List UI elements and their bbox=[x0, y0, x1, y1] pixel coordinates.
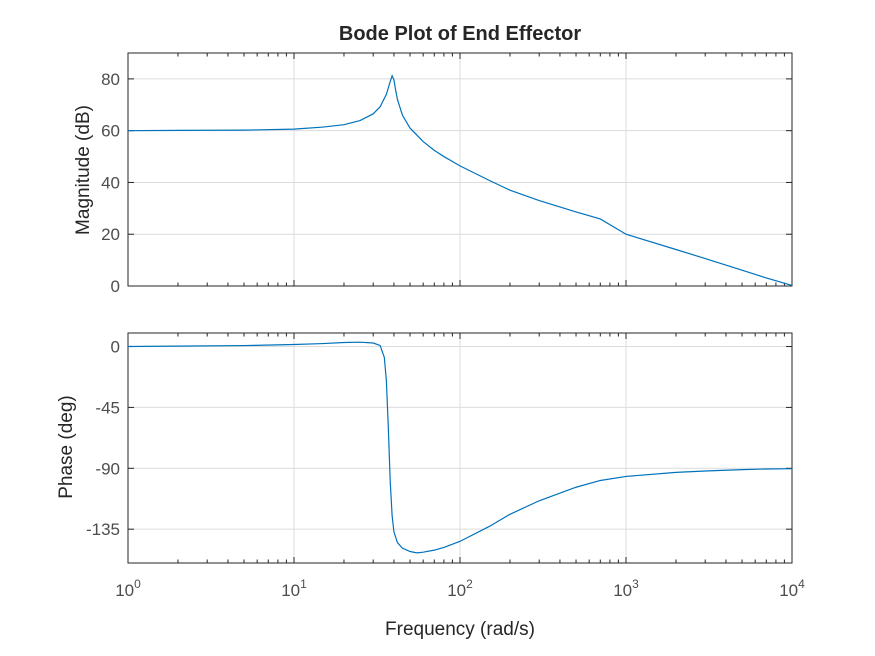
magnitude-panel: 0 20 40 60 80 bbox=[101, 52, 793, 296]
x-tick-label: 104 bbox=[779, 577, 805, 600]
chart-title: Bode Plot of End Effector bbox=[339, 23, 581, 45]
y-tick-label: 60 bbox=[101, 122, 120, 141]
y-tick-label: 40 bbox=[101, 173, 120, 192]
x-tick-label: 100 bbox=[115, 577, 141, 600]
y-tick-label: 20 bbox=[101, 225, 120, 244]
axes-frame bbox=[127, 52, 793, 287]
axes-frame bbox=[127, 332, 793, 564]
phase-panel: 0 -45 -90 -135 bbox=[86, 332, 793, 564]
y-tick-label: 0 bbox=[111, 277, 120, 296]
y-tick-label: 80 bbox=[101, 70, 120, 89]
y-tick-label: -135 bbox=[86, 520, 120, 539]
x-tick-label: 102 bbox=[447, 577, 473, 600]
magnitude-series-line bbox=[127, 74, 793, 287]
y-tick-label: -45 bbox=[95, 398, 120, 417]
x-tick-label: 103 bbox=[613, 577, 639, 600]
phase-axis-label: Phase (deg) bbox=[56, 395, 77, 499]
y-tick-label: -90 bbox=[95, 459, 120, 478]
frequency-axis-label: Frequency (rad/s) bbox=[385, 619, 535, 640]
magnitude-axis-label: Magnitude (dB) bbox=[73, 105, 94, 235]
x-tick-label: 101 bbox=[281, 577, 307, 600]
phase-series-line bbox=[127, 341, 793, 554]
y-tick-label: 0 bbox=[111, 338, 120, 357]
